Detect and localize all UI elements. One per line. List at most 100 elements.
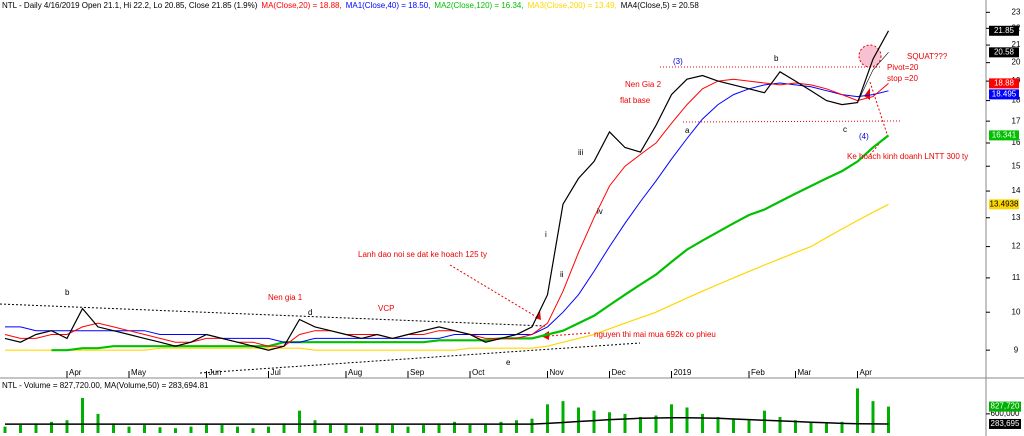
y-tick-label: 16 [1012,138,1021,147]
title-part: MA3(Close,200) = 13.49, [528,1,617,10]
annotation: c [843,125,847,134]
volume-bar [732,418,735,433]
x-tick-label: Jul [271,368,281,377]
last-value-label: 827,720 [991,402,1020,411]
last-value-box [989,401,1021,412]
y-tick-label: 9 [1014,345,1019,354]
annotation: iv [597,207,603,216]
annotation: Nen gia 1 [268,293,303,302]
volume-bar [794,420,797,433]
last-value-label: 16.341 [992,131,1017,140]
title-part: MA4(Close,5) = 20.58 [621,1,700,10]
volume-bar [561,401,565,433]
price-line [4,30,890,351]
volume-bar [871,401,875,433]
last-value-label: 13.4938 [990,199,1019,208]
arrow-line [449,264,536,317]
y-tick-label: 15 [1012,161,1021,170]
last-value-label: 18.495 [992,89,1017,98]
annotation: a [685,126,690,135]
volume-bar [639,417,642,433]
annotation: i [545,230,547,239]
volume-bar [19,425,22,433]
volume-bar [515,420,518,433]
annotation: Ke hoach kinh doanh LNTT 300 ty [847,152,968,161]
volume-bar [778,417,782,433]
last-value-box [989,89,1019,100]
y-tick-label: 12 [1012,242,1021,251]
volume-bar [174,428,177,433]
annotation: b [65,288,70,297]
volume-bar [499,421,503,433]
y-tick-label: 21 [1012,40,1021,49]
x-tick-label: 2019 [674,368,692,377]
chart-title: NTL - Daily 4/16/2019 Open 21.1, Hi 22.2… [2,1,699,10]
last-value-label: 21.85 [994,26,1015,35]
volume-bar [701,413,704,433]
volume-bar [267,426,270,433]
volume-bar [546,404,549,433]
chart-title: NTL - Volume = 827,720.00, MA(Volume,50)… [2,381,209,390]
volume-bar [406,426,410,433]
volume-bar [608,412,611,433]
volume-bar [856,388,859,433]
volume-bar [236,426,239,433]
x-tick-label: Apr [69,368,82,377]
volume-bar [592,410,596,433]
price-line [4,78,889,347]
title-part: MA2(Close,120) = 16.34, [434,1,523,10]
annotation: d [308,308,312,317]
volume-bar [143,425,146,433]
annotation: Lanh dao noi se dat ke hoach 125 ty [358,250,487,259]
x-tick-label: Apr [860,368,873,377]
volume-bar [344,425,348,433]
x-tick-label: Dec [612,368,626,377]
annotation: (3) [673,57,683,66]
volume-bar [205,423,208,433]
x-tick-label: Nov [550,368,564,377]
volume-bar [437,423,441,433]
y-tick-label: 20 [1012,58,1021,67]
last-value-box [989,25,1019,36]
volume-bar [670,404,673,433]
y-tick-label: 14 [1012,186,1021,195]
volume-bar [375,423,379,433]
arrow-head [864,88,870,100]
volume-bar [329,423,332,433]
volume-bar [50,421,53,433]
volume-bar [623,413,627,433]
last-value-box [989,78,1019,89]
volume-bar [453,421,456,433]
annotation: VCP [378,304,394,313]
y-tick-label: 10 [1012,307,1021,316]
last-value-label: 283,695 [991,419,1020,428]
base-line [682,120,901,123]
volume-bar [484,423,487,433]
volume-bar [654,415,658,433]
volume-bar [298,410,301,433]
y-tick-label: 13 [1012,213,1021,222]
volume-bar [158,427,162,433]
x-tick-label: Mar [798,368,812,377]
y-tick-label: 600,000 [991,409,1020,418]
title-part: NTL - Daily 4/16/2019 Open 21.1, Hi 22.2… [2,1,258,10]
volume-bar [65,420,69,433]
volume-bar [530,418,534,433]
title-part: MA1(Close,40) = 18.50, [346,1,431,10]
last-value-label: 18.88 [994,78,1015,87]
volume-bar [716,417,720,433]
trendline [199,342,641,374]
volume-bar [685,407,689,433]
volume-bar [747,420,751,433]
volume-bar [251,428,255,433]
y-tick-label: 23 [1012,7,1021,16]
y-tick-label: 18 [1012,96,1021,105]
volume-bar [391,425,394,433]
volume-bar [3,426,7,433]
annotation: flat base [620,96,651,105]
volume-bar [468,425,472,433]
last-value-box [989,47,1019,58]
